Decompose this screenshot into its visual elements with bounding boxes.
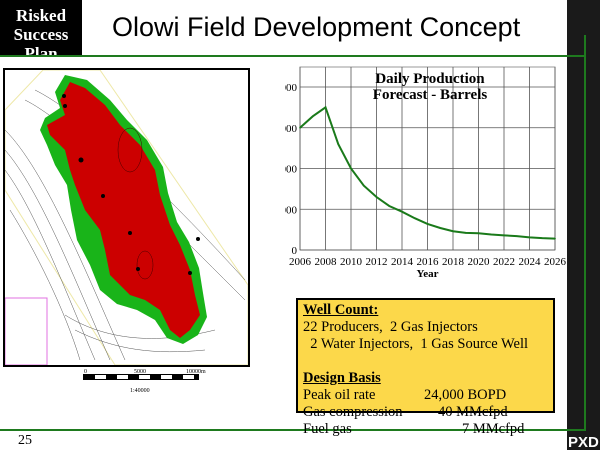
- page-number: 25: [18, 433, 32, 448]
- data-point: [413, 217, 416, 220]
- scale-label-0: 0: [84, 369, 87, 375]
- data-point: [541, 237, 544, 239]
- data-point: [426, 223, 429, 225]
- x-tick-label: 2006: [289, 256, 312, 268]
- data-point: [477, 232, 480, 235]
- x-tick-label: 2026: [544, 256, 567, 268]
- x-tick-label: 2010: [340, 256, 363, 268]
- data-point: [554, 237, 556, 240]
- data-point: [528, 236, 531, 239]
- data-point: [324, 106, 327, 109]
- x-tick-label: 2024: [519, 256, 542, 268]
- data-point: [503, 234, 505, 237]
- x-tick-label: 2008: [315, 256, 338, 268]
- data-point: [490, 233, 493, 236]
- slide-title: Olowi Field Development Concept: [112, 12, 521, 42]
- y-tick-label: 20,000: [285, 82, 298, 94]
- design-label: Peak oil rate: [303, 387, 376, 403]
- oil-zone: [47, 82, 200, 338]
- x-tick-label: 2016: [417, 256, 440, 268]
- data-point: [401, 210, 403, 213]
- company-logo: PXD: [568, 434, 599, 451]
- x-tick-label: 2014: [391, 256, 414, 268]
- data-point: [388, 205, 391, 207]
- data-point: [452, 230, 454, 233]
- footer-divider: [0, 429, 586, 431]
- production-chart: 0 5,000 10,000 15,000 20,000 2006200820102012…: [285, 66, 567, 280]
- y-tick-label: 10,000: [285, 164, 298, 176]
- x-tick-label: 2012: [366, 256, 388, 268]
- scale-label-5000: 5000: [134, 369, 146, 375]
- field-map: [3, 68, 250, 367]
- data-point: [299, 126, 301, 129]
- data-point: [375, 196, 378, 198]
- scale-bar: [83, 374, 199, 380]
- well-count-box: [296, 298, 555, 413]
- data-point: [311, 115, 314, 118]
- data-point: [337, 143, 340, 145]
- x-tick-label: 2020: [468, 256, 491, 268]
- data-point: [464, 232, 467, 234]
- y-tick-label: 5,000: [285, 204, 298, 216]
- x-tick-label: 2018: [442, 256, 465, 268]
- data-point: [515, 235, 518, 237]
- right-strip: [567, 0, 600, 450]
- x-axis-label: Year: [417, 268, 439, 280]
- design-label: Fuel gas: [303, 421, 352, 437]
- well-line: 22 Producers, 2 Gas Injectors: [303, 319, 478, 335]
- design-label: Gas compression: [303, 404, 403, 420]
- design-value: 7 MMcfpd: [462, 421, 525, 437]
- data-point: [439, 227, 442, 229]
- right-divider: [584, 35, 586, 431]
- header-divider: [0, 55, 586, 57]
- scale-label-10000: 10000m: [186, 369, 206, 375]
- well-line: 2 Water Injectors, 1 Gas Source Well: [303, 336, 529, 352]
- data-point: [350, 167, 352, 170]
- well-count-heading: Well Count:: [303, 302, 379, 318]
- section-badge: Risked Success Plan: [0, 0, 82, 56]
- scale-ratio: 1:40000: [130, 388, 150, 394]
- chart-title: Daily Production: [375, 71, 485, 87]
- design-basis-heading: Design Basis: [303, 370, 381, 386]
- design-value: 24,000 BOPD: [424, 387, 507, 403]
- y-tick-label: 0: [292, 245, 298, 257]
- chart-title: Forecast - Barrels: [373, 87, 488, 103]
- y-tick-label: 15,000: [285, 123, 298, 135]
- data-point: [362, 184, 365, 187]
- design-value: 40 MMcfpd: [438, 404, 508, 420]
- x-tick-label: 2022: [493, 256, 515, 268]
